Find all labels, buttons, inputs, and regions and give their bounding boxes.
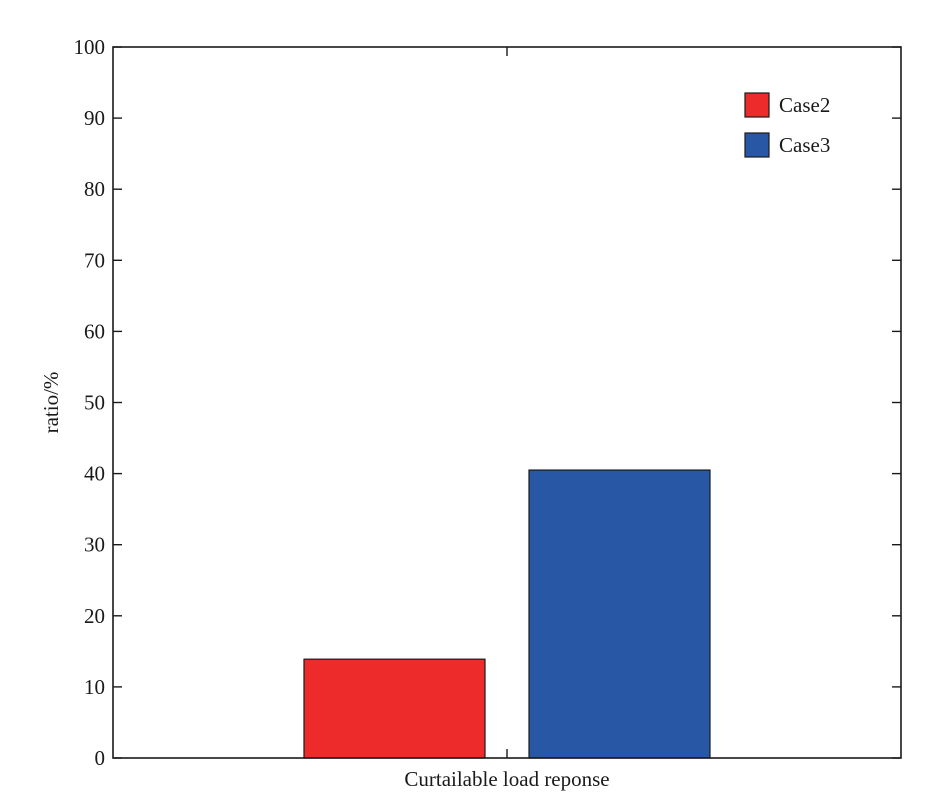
y-tick-label: 70 [84,248,105,272]
legend-label-case2: Case2 [779,93,830,117]
y-tick-label: 50 [84,391,105,415]
y-tick-label: 30 [84,533,105,557]
x-tick-label: Curtailable load reponse [404,767,609,791]
y-axis: 0 10 20 30 40 50 60 70 80 90 100 [74,35,901,770]
y-tick-label: 0 [95,746,106,770]
plot-marks [303,469,711,759]
bar-case3 [528,469,711,759]
legend-swatch-case2 [744,92,770,118]
x-axis: Curtailable load reponse [404,47,610,791]
y-tick-label: 10 [84,675,105,699]
y-tick-label: 100 [74,35,106,59]
y-tick-label: 80 [84,177,105,201]
y-tick-label: 60 [84,319,105,343]
legend: Case2 Case3 [744,92,830,158]
y-tick-label: 20 [84,604,105,628]
legend-label-case3: Case3 [779,133,830,157]
y-tick-label: 90 [84,106,105,130]
y-tick-label: 40 [84,462,105,486]
y-axis-label: ratio/% [39,372,63,434]
bar-case2 [303,658,486,759]
legend-swatch-case3 [744,132,770,158]
